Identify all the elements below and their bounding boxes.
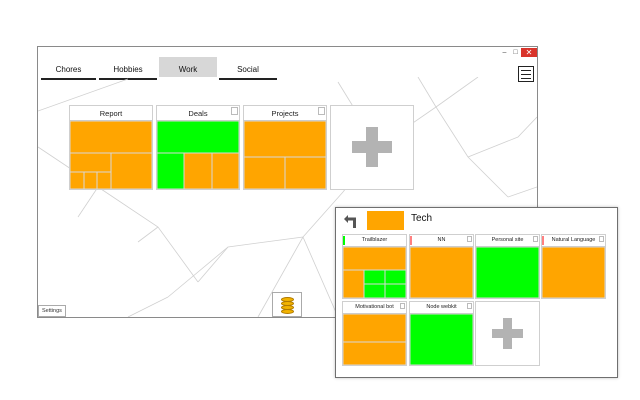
board-treemap	[157, 121, 239, 189]
card-treemap	[343, 314, 406, 365]
card-title: NN	[437, 237, 446, 243]
treemap-cell	[244, 157, 285, 189]
tab-chores[interactable]: Chores	[41, 57, 96, 80]
tab-work[interactable]: Work	[159, 57, 217, 77]
treemap-cell	[70, 121, 152, 153]
treemap-cell	[184, 153, 212, 189]
treemap-cell	[84, 172, 97, 189]
card-motivational-bot[interactable]: Motivational bot	[343, 302, 406, 365]
board-projects[interactable]: Projects	[244, 106, 326, 189]
status-bar	[542, 236, 544, 245]
board-report[interactable]: Report	[70, 106, 152, 189]
card-personal-site[interactable]: Personal site	[476, 235, 539, 298]
panel-title: Tech	[411, 213, 433, 224]
board-color-swatch[interactable]	[367, 211, 404, 230]
card-trailblazer[interactable]: Trailblazer	[343, 235, 406, 298]
status-bar	[410, 236, 412, 245]
treemap-cell	[343, 247, 406, 270]
treemap-cell	[244, 121, 326, 157]
board-title: Projects	[244, 106, 326, 121]
card-treemap	[343, 247, 406, 298]
settings-button[interactable]: Settings	[38, 305, 66, 317]
treemap-cell	[212, 153, 239, 189]
treemap-cell	[343, 342, 406, 365]
add-card-button[interactable]	[476, 302, 539, 365]
close-button[interactable]: ✕	[521, 47, 537, 57]
board-treemap	[70, 121, 152, 189]
add-board-button[interactable]	[331, 106, 413, 189]
maximize-button[interactable]: □	[513, 48, 518, 56]
plus-icon-bar	[352, 141, 392, 153]
card-title: Motivational bot	[355, 304, 394, 310]
tech-board-panel: Tech Trailblazer NN Personal site Natura…	[335, 207, 618, 378]
treemap-cell	[410, 314, 473, 365]
card-nn[interactable]: NN	[410, 235, 473, 298]
treemap-cell	[476, 247, 539, 298]
card-treemap	[542, 247, 605, 298]
card-title: Trailblazer	[361, 237, 388, 243]
treemap-cell	[111, 153, 152, 189]
board-title: Deals	[157, 106, 239, 121]
card-treemap	[476, 247, 539, 298]
card-title: Natural Language	[551, 237, 596, 243]
card-node-webkit[interactable]: Node webkit	[410, 302, 473, 365]
treemap-cell	[410, 247, 473, 298]
card-title: Personal site	[491, 237, 524, 243]
back-arrow-icon[interactable]	[343, 213, 359, 229]
hamburger-menu-icon[interactable]	[518, 66, 534, 82]
board-title: Report	[70, 106, 152, 121]
board-treemap	[244, 121, 326, 189]
treemap-cell	[285, 157, 326, 189]
treemap-cell	[364, 284, 385, 298]
main-window: – □ ✕ Chores Hobbies Work Social	[37, 46, 538, 318]
treemap-cell	[385, 284, 406, 298]
plus-icon-bar	[492, 329, 523, 338]
minimize-button[interactable]: –	[502, 48, 507, 56]
treemap-cell	[157, 121, 239, 153]
card-treemap	[410, 247, 473, 298]
treemap-cell	[542, 247, 605, 298]
card-treemap	[410, 314, 473, 365]
treemap-cell	[97, 172, 111, 189]
coins-button[interactable]	[272, 292, 302, 317]
treemap-cell	[70, 172, 84, 189]
treemap-cell	[385, 270, 406, 284]
tab-social[interactable]: Social	[219, 57, 277, 80]
card-title: Node webkit	[426, 304, 457, 310]
card-natural-language[interactable]: Natural Language	[542, 235, 605, 298]
treemap-cell	[343, 314, 406, 342]
window-controls: – □ ✕	[499, 47, 537, 57]
status-bar	[343, 236, 345, 245]
treemap-cell	[157, 153, 184, 189]
board-deals[interactable]: Deals	[157, 106, 239, 189]
treemap-cell	[343, 270, 364, 298]
tab-hobbies[interactable]: Hobbies	[99, 57, 157, 80]
treemap-cell	[70, 153, 111, 172]
treemap-cell	[364, 270, 385, 284]
